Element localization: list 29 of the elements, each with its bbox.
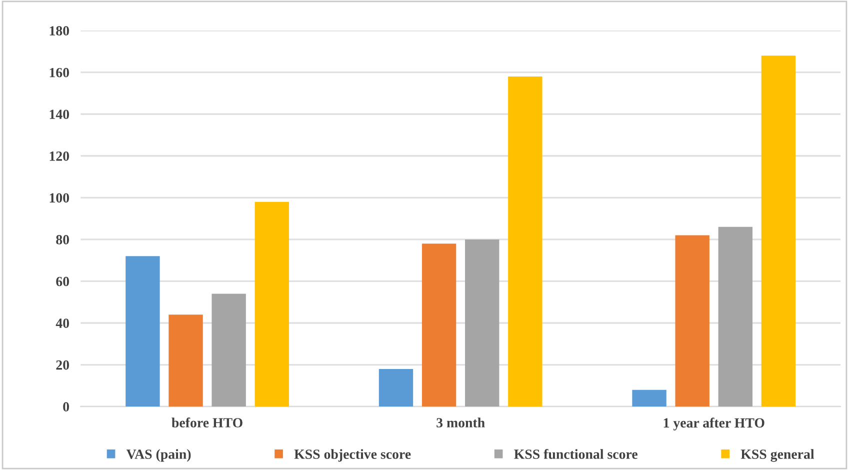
y-tick-label: 100 [50, 193, 70, 203]
y-tick-label: 120 [50, 151, 70, 161]
bar [168, 314, 203, 407]
y-tick-label: 60 [56, 276, 70, 286]
bar [126, 256, 160, 407]
x-tick-label: 3 month [436, 418, 485, 428]
bar [718, 226, 752, 407]
y-tick-label: 20 [56, 360, 70, 370]
x-tick-label: 1 year after HTO [664, 418, 764, 430]
bar [378, 368, 414, 407]
legend-label: KSS objective score [294, 449, 411, 462]
legend-label: KSS functional score [514, 448, 638, 459]
bar [761, 56, 796, 407]
bar [422, 244, 456, 407]
x-tick-label: before HTO [172, 418, 242, 428]
y-tick-label: 40 [56, 318, 70, 328]
y-tick-label: 160 [50, 68, 70, 78]
bar [254, 202, 289, 407]
y-tick-label: 80 [56, 235, 70, 244]
y-tick-label: 140 [50, 110, 70, 120]
legend-label: KSS general [740, 449, 814, 462]
y-tick-label: 0 [63, 402, 70, 412]
bar [508, 76, 542, 407]
legend-label: VAS (pain) [126, 449, 191, 462]
y-tick-label: 180 [50, 26, 70, 36]
bar [632, 390, 666, 407]
bar [465, 239, 500, 407]
bar [675, 235, 710, 407]
bar [212, 294, 246, 407]
